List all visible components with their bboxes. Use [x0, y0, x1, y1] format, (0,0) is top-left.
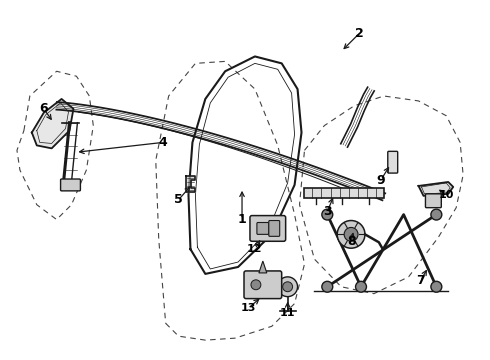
- Circle shape: [344, 228, 358, 241]
- Circle shape: [283, 282, 293, 292]
- Text: 1: 1: [238, 213, 246, 226]
- FancyBboxPatch shape: [250, 216, 286, 241]
- FancyBboxPatch shape: [257, 222, 269, 234]
- Polygon shape: [186, 176, 196, 192]
- Circle shape: [431, 209, 442, 220]
- Circle shape: [278, 277, 297, 297]
- Text: 13: 13: [240, 303, 256, 314]
- Text: 10: 10: [439, 190, 454, 200]
- FancyBboxPatch shape: [269, 221, 280, 237]
- Text: 5: 5: [174, 193, 183, 206]
- Text: 2: 2: [355, 27, 364, 40]
- Text: 4: 4: [158, 136, 167, 149]
- Polygon shape: [418, 182, 453, 196]
- FancyBboxPatch shape: [304, 188, 384, 198]
- Circle shape: [322, 209, 333, 220]
- Text: 11: 11: [280, 309, 295, 319]
- Polygon shape: [32, 99, 74, 148]
- Polygon shape: [259, 261, 267, 273]
- Circle shape: [322, 281, 333, 292]
- Text: 6: 6: [39, 102, 48, 115]
- FancyBboxPatch shape: [61, 179, 80, 191]
- Circle shape: [251, 280, 261, 290]
- Circle shape: [337, 221, 365, 248]
- FancyBboxPatch shape: [388, 151, 398, 173]
- Text: 3: 3: [323, 205, 332, 218]
- Circle shape: [431, 281, 442, 292]
- Text: 8: 8: [347, 235, 355, 248]
- FancyBboxPatch shape: [425, 194, 441, 208]
- Text: 7: 7: [416, 274, 425, 287]
- FancyBboxPatch shape: [244, 271, 282, 298]
- Text: 9: 9: [376, 174, 385, 186]
- Circle shape: [356, 281, 367, 292]
- Text: 12: 12: [247, 244, 263, 254]
